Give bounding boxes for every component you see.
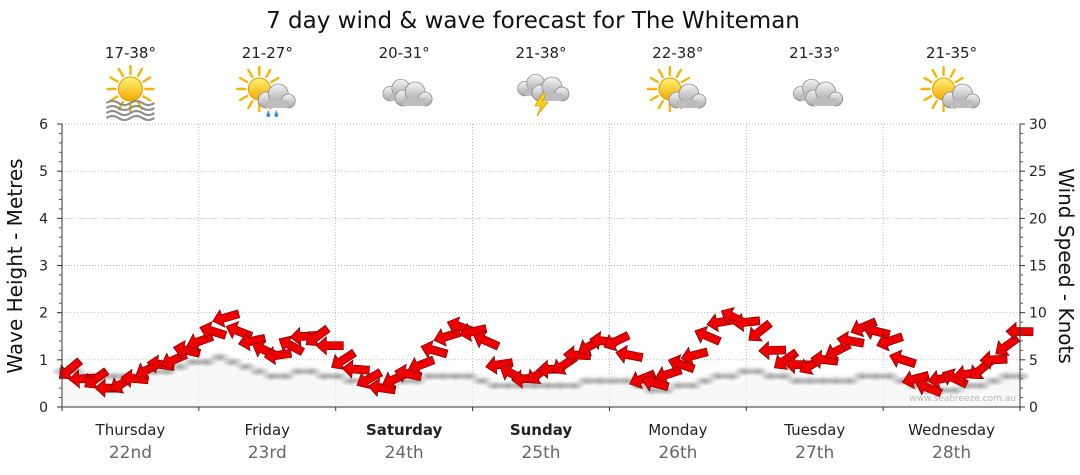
wind-arrow: [237, 332, 267, 352]
date-label: 23rd: [248, 443, 287, 463]
day-label: Sunday: [510, 421, 573, 439]
y-left-axis-title: Wave Height - Metres: [3, 158, 27, 373]
wind-arrow: [305, 324, 331, 347]
wind-arrow: [199, 321, 228, 340]
sun-haze-icon: [105, 64, 155, 121]
wind-arrow: [603, 331, 631, 352]
storm-icon: [517, 73, 570, 117]
y-right-tick-label: 30: [1029, 117, 1047, 133]
day-label: Wednesday: [908, 421, 995, 439]
y-left-tick-label: 3: [39, 259, 48, 275]
wind-arrow: [901, 370, 930, 390]
y-right-tick-label: 15: [1029, 259, 1047, 275]
y-left-tick-label: 1: [39, 353, 48, 369]
date-label: 26th: [658, 443, 697, 463]
y-right-tick-label: 5: [1029, 353, 1038, 369]
grid: [62, 123, 1020, 407]
wind-arrow: [341, 359, 370, 379]
wind-arrow: [485, 355, 514, 375]
wind-arrow: [758, 340, 787, 361]
cloudy-icon: [793, 78, 844, 107]
wind-arrow: [773, 348, 800, 370]
day-label: Thursday: [95, 421, 166, 439]
y-left-tick-label: 5: [39, 164, 48, 180]
wind-arrow: [748, 319, 773, 342]
y-right-tick-label: 10: [1029, 306, 1047, 322]
day-label: Monday: [648, 421, 707, 439]
wind-arrow: [732, 312, 761, 333]
temperature-label: 17-38°: [105, 44, 156, 62]
sun-cloud-rain-icon: [236, 65, 296, 117]
day-label: Friday: [245, 421, 291, 439]
wind-arrow: [278, 335, 305, 356]
wind-arrow: [459, 322, 488, 342]
wind-arrow: [407, 355, 436, 376]
wind-arrow: [876, 332, 904, 352]
cloudy-icon: [382, 78, 433, 107]
date-label: 28th: [932, 443, 971, 463]
wind-arrow: [315, 335, 344, 356]
sun-cloud-icon: [920, 65, 980, 113]
y-left-tick-label: 6: [39, 117, 48, 133]
wind-arrow: [941, 368, 969, 389]
y-right-tick-label: 25: [1029, 164, 1047, 180]
watermark: www.seabreeze.com.au: [909, 394, 1016, 404]
wind-arrow: [420, 339, 449, 359]
wind-arrow: [836, 330, 865, 351]
temperature-label: 21-38°: [515, 44, 566, 62]
date-label: 27th: [795, 443, 834, 463]
temperature-labels: 17-38° 21-27° 20-31° 21-38° 22-38° 21-33° 21-3…: [105, 44, 977, 62]
y-left-tick-label: 0: [39, 400, 48, 416]
day-label: Tuesday: [783, 421, 845, 439]
wind-arrow: [889, 349, 917, 369]
day-label: Saturday: [366, 421, 443, 439]
temperature-label: 21-35°: [926, 44, 977, 62]
wave-area: [62, 350, 1020, 407]
wind-arrows: [58, 307, 1034, 398]
wind-arrow: [784, 354, 813, 375]
wind-arrow: [212, 308, 241, 328]
y-right-tick-label: 20: [1029, 211, 1047, 227]
wind-arrow: [720, 307, 748, 328]
date-label: 25th: [521, 443, 560, 463]
wind-arrow: [615, 344, 644, 365]
sun-cloud-icon: [646, 65, 707, 113]
wind-arrow: [84, 367, 110, 389]
chart-title: 7 day wind & wave forecast for The White…: [266, 8, 800, 34]
y-left-tick-label: 2: [39, 306, 48, 322]
wind-arrow: [289, 326, 318, 347]
axes: 0 1 2 3 4 5 6 0 5 10 15 20 25 30: [39, 117, 1047, 416]
temperature-label: 21-33°: [789, 44, 840, 62]
wind-arrow: [694, 325, 722, 346]
temperature-label: 21-27°: [242, 44, 293, 62]
wind-arrow: [356, 368, 384, 390]
wind-arrow: [473, 330, 501, 351]
wind-arrow: [263, 345, 293, 366]
wind-arrow: [979, 350, 1008, 370]
wind-arrow: [680, 346, 709, 366]
wave-layer: [51, 350, 1031, 407]
temperature-label: 22-38°: [652, 44, 703, 62]
wind-arrow: [331, 348, 357, 370]
wind-arrow: [68, 369, 97, 389]
date-label: 24th: [385, 443, 424, 463]
y-right-tick-label: 0: [1029, 400, 1038, 416]
y-right-axis-title: Wind Speed - Knots: [1054, 168, 1078, 364]
temperature-label: 20-31°: [379, 44, 430, 62]
wind-arrow: [58, 357, 84, 380]
y-left-tick-label: 4: [39, 211, 48, 227]
day-labels: Thursday 22nd Friday 23rd Saturday 24th Sunday…: [95, 421, 996, 463]
weather-icons: [105, 64, 980, 121]
date-label: 22nd: [109, 443, 152, 463]
